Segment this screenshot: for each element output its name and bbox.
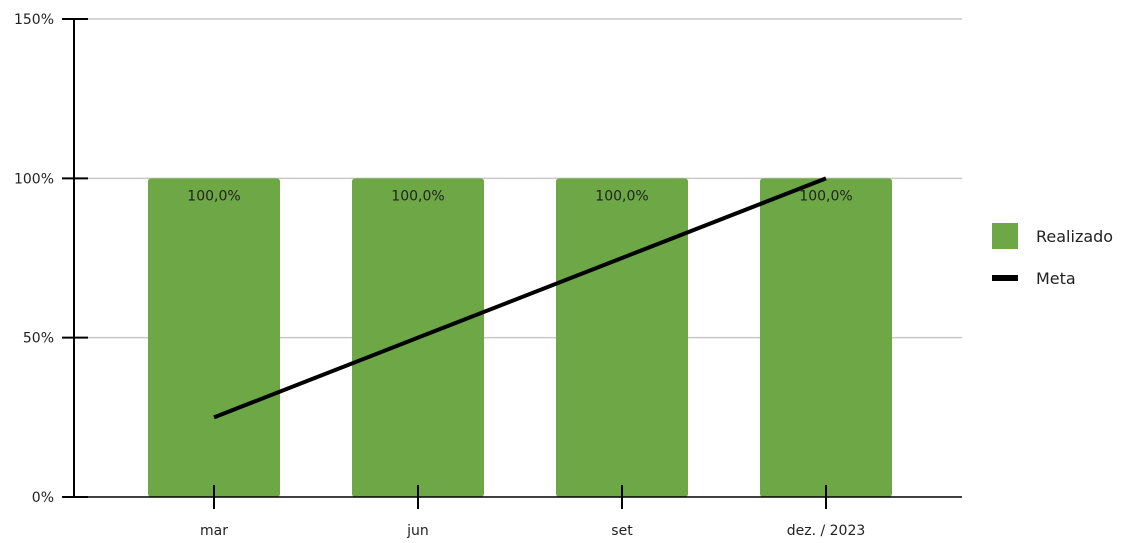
- bar: [556, 178, 688, 498]
- x-tick-label: set: [611, 523, 633, 539]
- bar-data-label: 100,0%: [799, 188, 852, 204]
- bars-layer: [148, 178, 892, 498]
- x-tick-label: dez. / 2023: [787, 523, 866, 539]
- y-tick-label: 50%: [23, 331, 54, 347]
- x-tick-label: jun: [406, 523, 429, 539]
- labels-layer: 100,0% 100,0% 100,0% 100,0%: [187, 188, 852, 204]
- meta-line: [213, 176, 827, 420]
- legend-item-realizado[interactable]: Realizado: [992, 222, 1113, 250]
- bar-data-label: 100,0%: [391, 188, 444, 204]
- legend-label-realizado: Realizado: [1036, 226, 1114, 246]
- x-tick-label: mar: [200, 523, 228, 539]
- bar-data-label: 100,0%: [595, 188, 648, 204]
- line-layer: [213, 176, 827, 420]
- bar: [148, 178, 280, 498]
- bar-data-label: 100,0%: [187, 188, 240, 204]
- y-tick-label: 0%: [32, 490, 54, 506]
- bar: [760, 178, 892, 498]
- legend-swatch-meta: [992, 275, 1018, 281]
- legend-swatch-realizado: [992, 223, 1018, 249]
- y-tick-label: 100%: [14, 171, 54, 187]
- legend-item-meta[interactable]: Meta: [992, 264, 1113, 292]
- y-tick-label: 150%: [14, 12, 54, 28]
- legend: Realizado Meta: [992, 222, 1113, 306]
- axes-layer: 0% 50% 100% 150% mar jun set dez. / 2023: [14, 12, 962, 539]
- legend-label-meta: Meta: [1036, 268, 1076, 288]
